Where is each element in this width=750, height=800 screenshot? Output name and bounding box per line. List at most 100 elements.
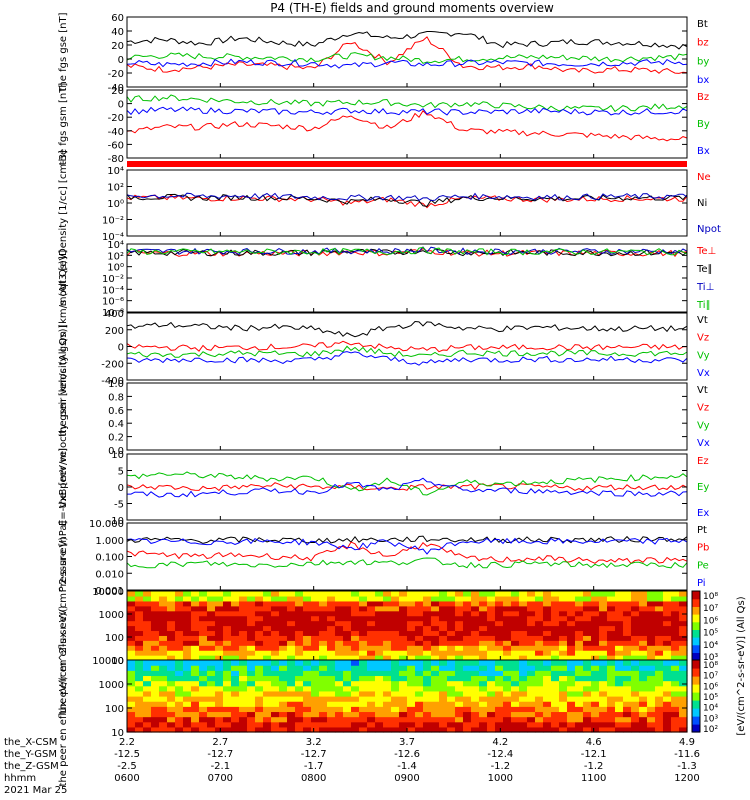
heatmap-cell [359, 650, 368, 656]
heatmap-cell [487, 605, 496, 612]
heatmap-cell [247, 650, 256, 656]
heatmap-cell [511, 721, 520, 728]
heatmap-cell [167, 625, 176, 632]
heatmap-cell [503, 665, 512, 671]
heatmap-cell [447, 721, 456, 728]
heatmap-cell [335, 665, 344, 671]
heatmap-cell [279, 625, 288, 632]
heatmap-cell [335, 721, 344, 728]
heatmap-cell [511, 620, 520, 627]
heatmap-cell [431, 660, 440, 666]
heatmap-cell [151, 650, 160, 656]
heatmap-cell [343, 665, 352, 671]
heatmap-cell [319, 640, 328, 646]
heatmap-cell [279, 716, 288, 723]
heatmap-cell [679, 706, 688, 713]
heatmap-cell [311, 696, 320, 702]
heatmap-cell [167, 680, 176, 687]
footer-value: 1000 [488, 773, 513, 784]
heatmap-cell [399, 655, 408, 661]
heatmap-cell [343, 591, 352, 597]
heatmap-cell [431, 625, 440, 632]
heatmap-cell [159, 630, 168, 636]
footer-value: -12.6 [394, 749, 420, 760]
heatmap-cell [431, 591, 440, 597]
heatmap-cell [607, 660, 616, 666]
heatmap-cell [655, 635, 664, 641]
heatmap-cell [319, 630, 328, 636]
heatmap-cell [223, 690, 232, 697]
heatmap-cell [591, 716, 600, 723]
heatmap-cell [399, 620, 408, 627]
y-tick-label: 10² [107, 183, 124, 194]
heatmap-cell [503, 595, 512, 602]
heatmap-cell [215, 665, 224, 671]
heatmap-cell [447, 696, 456, 702]
heatmap-cell [671, 706, 680, 713]
heatmap-cell [655, 640, 664, 646]
heatmap-cell [135, 675, 144, 682]
heatmap-cell [655, 711, 664, 718]
heatmap-cell [183, 635, 192, 641]
series-line-tix [126, 246, 688, 255]
heatmap-cell [207, 696, 216, 702]
heatmap-cell [271, 655, 280, 661]
heatmap-cell [407, 701, 416, 707]
heatmap-cell [215, 690, 224, 697]
heatmap-cell [439, 675, 448, 682]
heatmap-cell [391, 595, 400, 602]
heatmap-cell [303, 620, 312, 627]
heatmap-cell [671, 640, 680, 646]
heatmap-cell [375, 706, 384, 713]
heatmap-cell [407, 706, 416, 713]
heatmap-cell [311, 605, 320, 612]
heatmap-cell [431, 605, 440, 612]
heatmap-cell [255, 680, 264, 687]
heatmap-cell [383, 675, 392, 682]
heatmap-cell [607, 690, 616, 697]
legend-entry: by [697, 56, 709, 67]
heatmap-cell [207, 660, 216, 666]
heatmap-cell [383, 721, 392, 728]
heatmap-cell [535, 675, 544, 682]
heatmap-cell [311, 690, 320, 697]
heatmap-cell [623, 670, 632, 677]
heatmap-cell [495, 660, 504, 666]
heatmap-cell [591, 711, 600, 718]
y-tick-label: 0.001 [95, 586, 124, 597]
heatmap-cell [271, 645, 280, 651]
heatmap-cell [599, 655, 608, 661]
heatmap-cell [247, 726, 256, 733]
heatmap-cell [679, 665, 688, 671]
heatmap-cell [623, 620, 632, 627]
heatmap-cell [247, 591, 256, 597]
heatmap-cell [615, 721, 624, 728]
heatmap-cell [311, 680, 320, 687]
heatmap-cell [487, 701, 496, 707]
heatmap-cell [375, 696, 384, 702]
heatmap-cell [143, 721, 152, 728]
y-axis-label: the peir velocity gsm [km/s (All Qs)] [58, 256, 69, 437]
heatmap-cell [567, 595, 576, 602]
heatmap-cell [159, 685, 168, 692]
heatmap-cell [607, 635, 616, 641]
heatmap-cell [535, 685, 544, 692]
heatmap-cell [567, 726, 576, 733]
heatmap-cell [271, 716, 280, 723]
heatmap-cell [463, 701, 472, 707]
heatmap-cell [519, 595, 528, 602]
heatmap-cell [495, 595, 504, 602]
heatmap-cell [567, 625, 576, 632]
y-tick-label: 10 [111, 728, 124, 739]
heatmap-cell [607, 591, 616, 597]
heatmap-cell [487, 615, 496, 622]
heatmap-cell [399, 645, 408, 651]
heatmap-cell [439, 605, 448, 612]
heatmap-cell [559, 630, 568, 636]
heatmap-cell [143, 701, 152, 707]
heatmap-cell [295, 721, 304, 728]
y-tick-label: 10⁻⁶ [102, 297, 124, 308]
heatmap-cell [255, 605, 264, 612]
heatmap-cell [175, 645, 184, 651]
heatmap-cell [311, 660, 320, 666]
